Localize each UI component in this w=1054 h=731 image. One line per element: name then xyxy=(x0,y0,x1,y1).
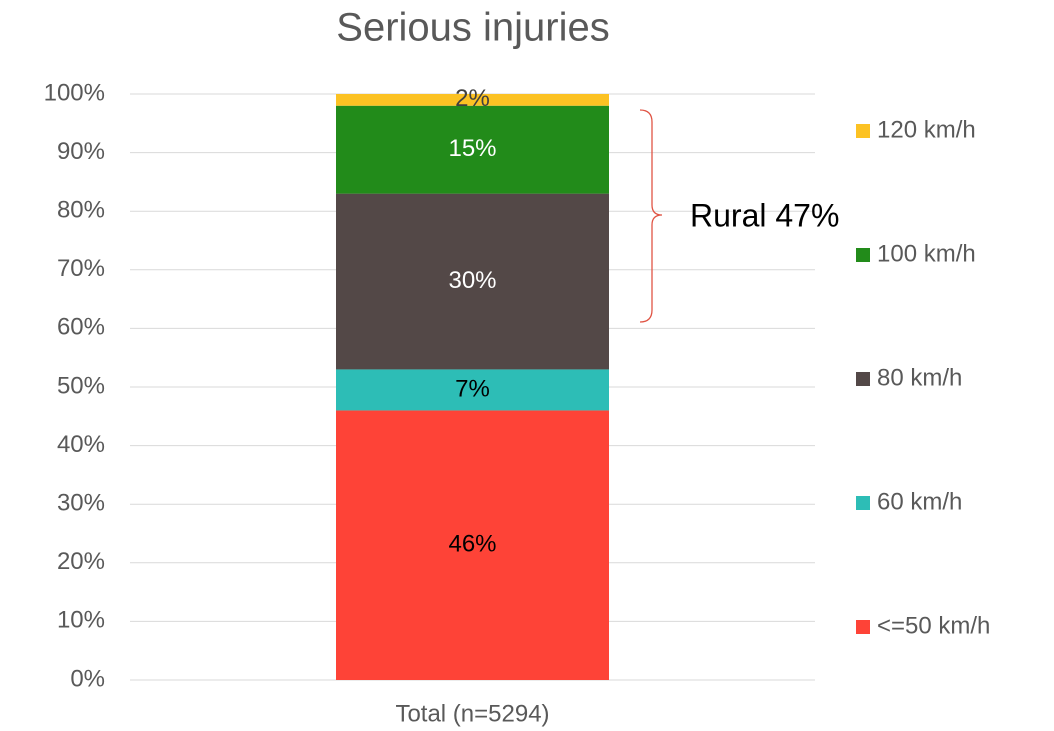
y-tick-label: 100% xyxy=(44,79,105,106)
y-tick-label: 10% xyxy=(57,607,105,634)
y-tick-label: 30% xyxy=(57,490,105,517)
chart-title: Serious injuries xyxy=(336,6,609,50)
y-tick-label: 50% xyxy=(57,372,105,399)
legend-label: 120 km/h xyxy=(877,116,976,143)
bar-segment xyxy=(336,105,609,194)
legend-swatch xyxy=(856,620,870,634)
y-tick-label: 70% xyxy=(57,255,105,282)
bar-segment xyxy=(336,410,609,680)
y-tick-label: 60% xyxy=(57,314,105,341)
legend-swatch xyxy=(856,248,870,262)
legend-swatch xyxy=(856,124,870,138)
y-tick-label: 80% xyxy=(57,197,105,224)
bar-segment xyxy=(336,193,609,370)
data-label: 7% xyxy=(455,375,490,402)
y-tick-label: 40% xyxy=(57,431,105,458)
data-label: 46% xyxy=(448,531,496,558)
bar-segment xyxy=(336,94,609,106)
legend-label: 100 km/h xyxy=(877,240,976,267)
legend-swatch xyxy=(856,496,870,510)
annotation: Rural 47% xyxy=(690,197,839,233)
data-label: 15% xyxy=(448,135,496,162)
y-tick-label: 90% xyxy=(57,138,105,165)
y-tick-label: 20% xyxy=(57,548,105,575)
data-label: 30% xyxy=(448,267,496,294)
bar-segment xyxy=(336,369,609,411)
legend-swatch xyxy=(856,372,870,386)
rural-bracket xyxy=(639,109,663,323)
x-tick-label: Total (n=5294) xyxy=(395,700,549,727)
y-tick-label: 0% xyxy=(70,665,105,692)
legend-label: 80 km/h xyxy=(877,364,962,391)
data-label: 2% xyxy=(455,85,490,112)
legend-label: <=50 km/h xyxy=(877,612,990,639)
legend-label: 60 km/h xyxy=(877,488,962,515)
